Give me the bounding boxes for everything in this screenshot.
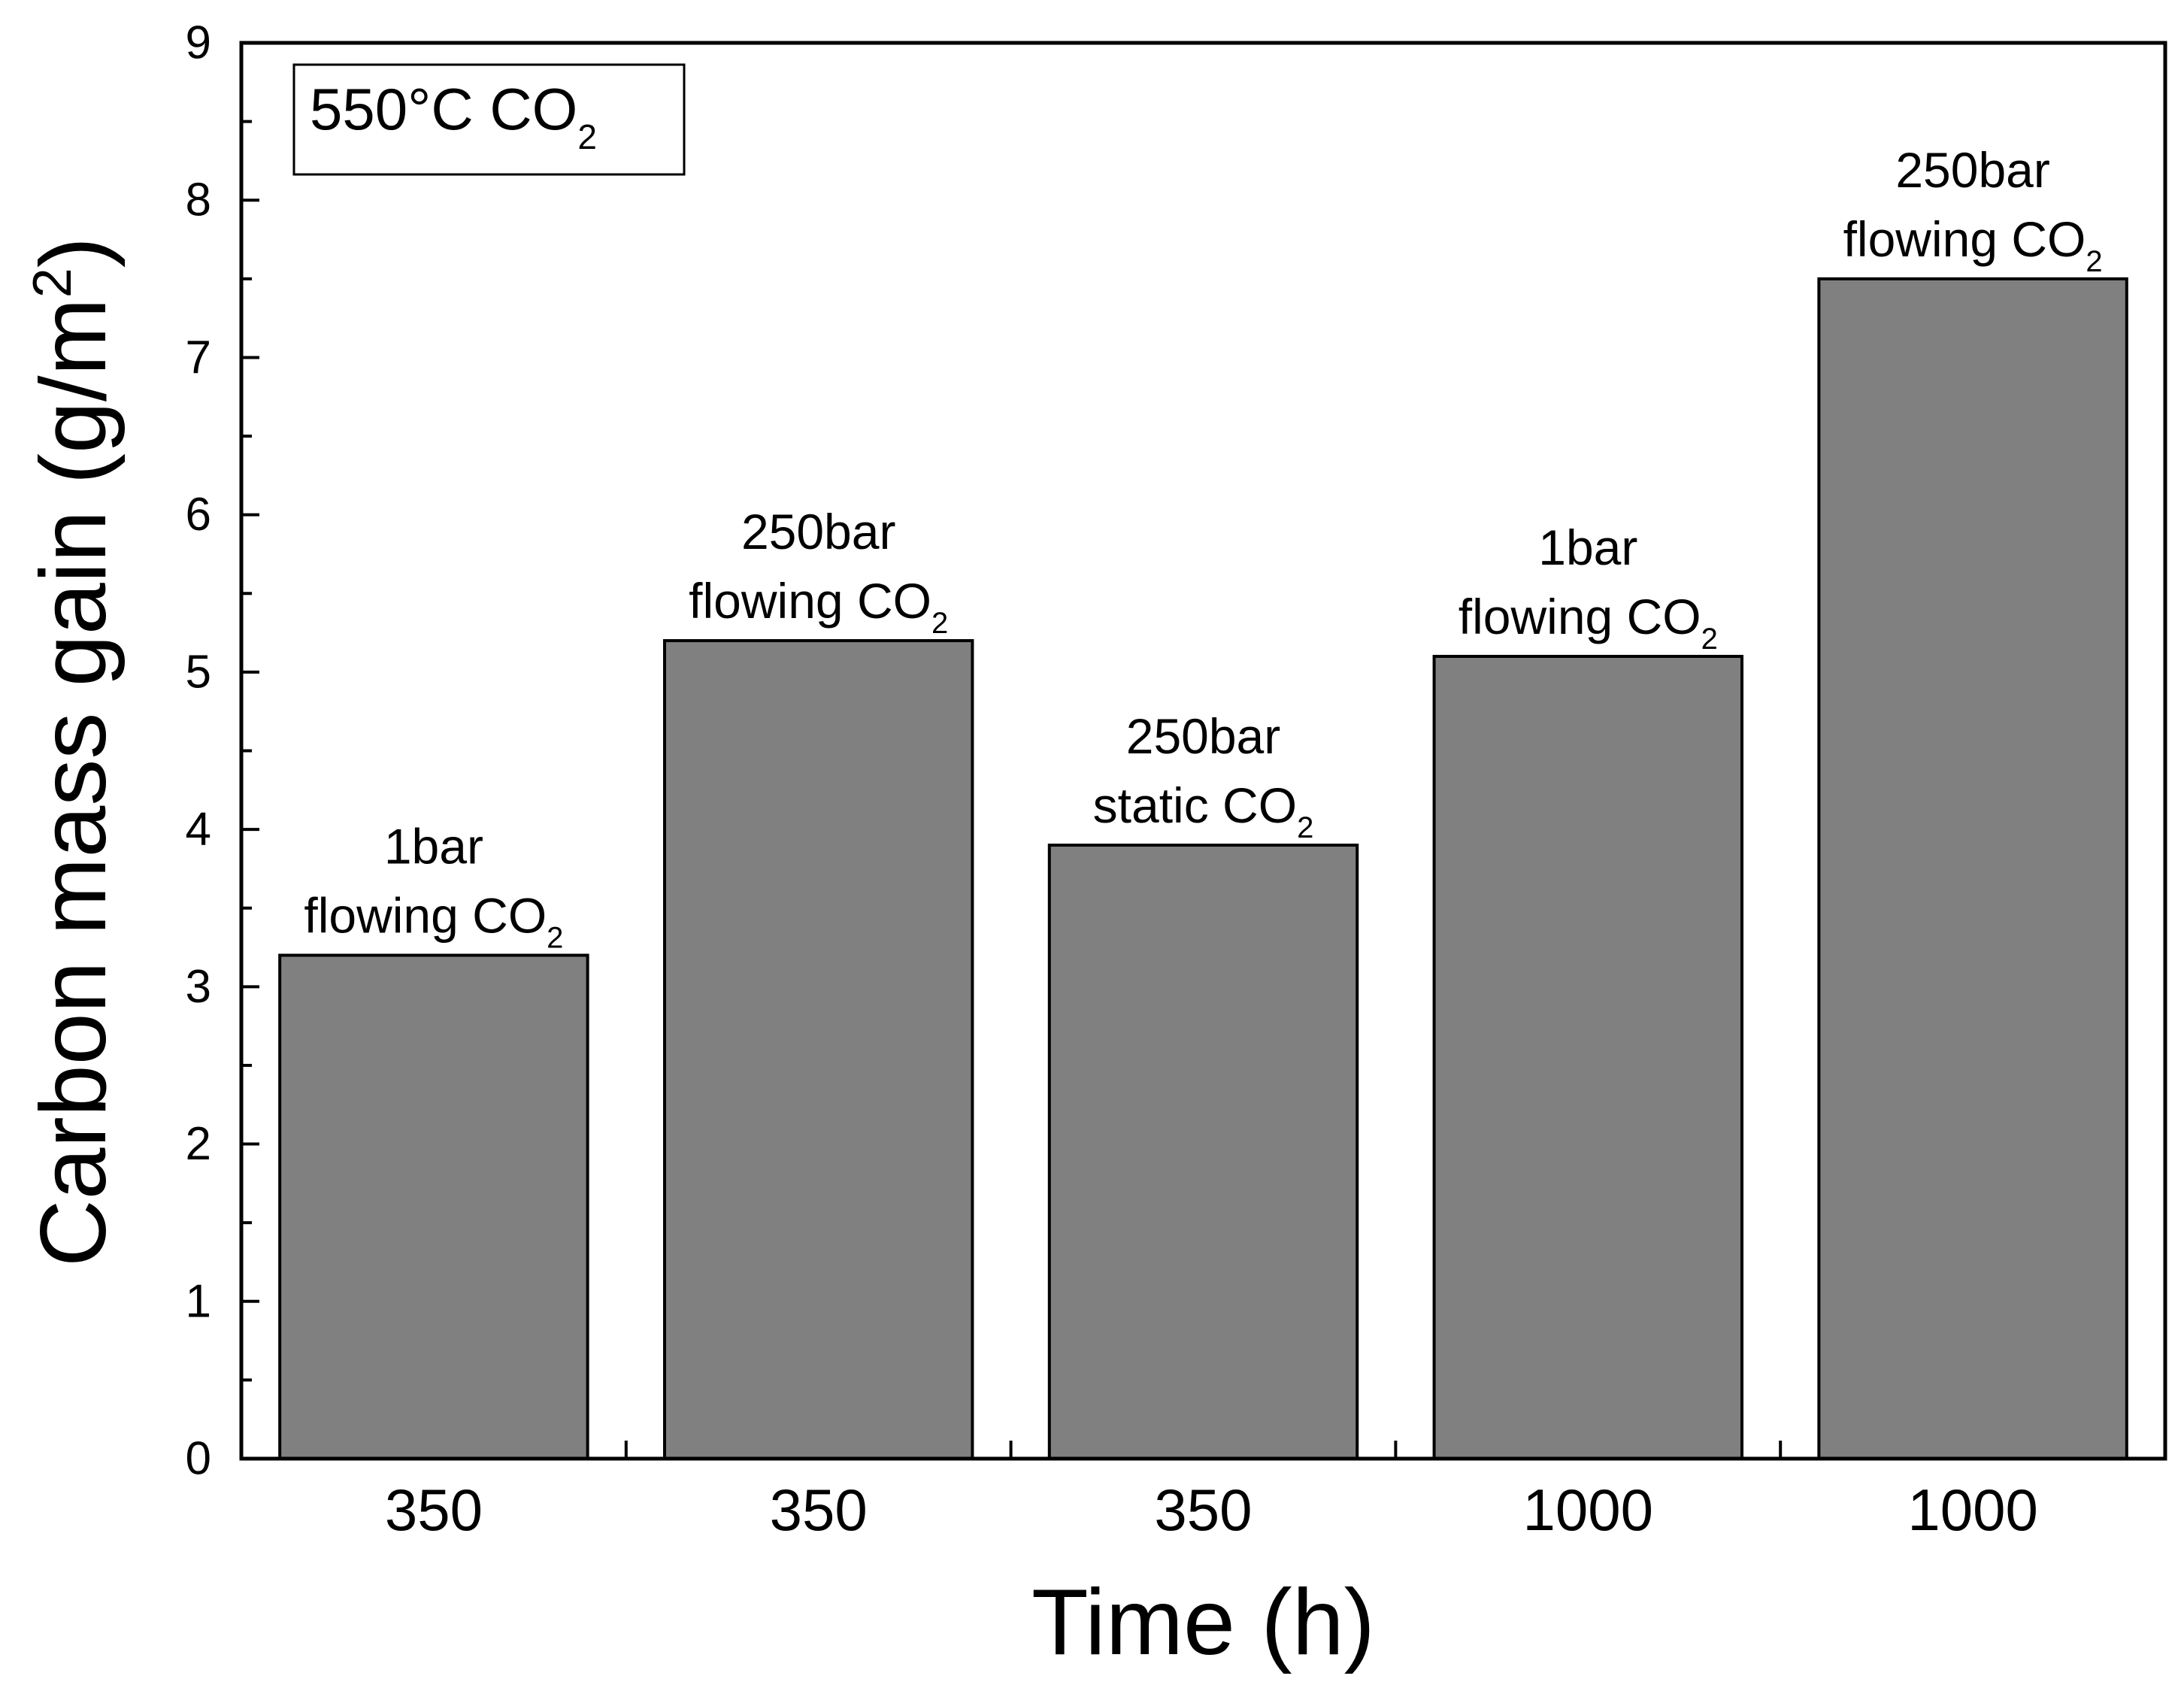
bar-annotation-line1: 1bar: [1538, 520, 1637, 575]
y-tick-label: 2: [186, 1118, 211, 1170]
y-tick-label: 6: [186, 489, 211, 541]
bar-annotation-text: flowing CO: [304, 887, 547, 943]
x-tick-label: 350: [1154, 1477, 1252, 1543]
y-axis-title: Carbon mass gain (g/m2): [22, 237, 126, 1267]
x-tick-label: 1000: [1907, 1477, 2038, 1543]
bar-annotation-line2: flowing CO2: [1459, 589, 1718, 656]
x-tick-label: 350: [770, 1477, 868, 1543]
y-axis-title-main: Carbon mass gain (g/m: [22, 298, 126, 1267]
bar-annotation-subscript: 2: [1297, 811, 1313, 844]
y-tick-label: 8: [186, 174, 211, 226]
y-tick-label: 9: [186, 17, 211, 69]
bar-annotation-line2: flowing CO2: [304, 887, 563, 954]
bar: [278, 953, 589, 1460]
y-axis-title-superscript: 2: [23, 268, 83, 298]
x-axis-title: Time (h): [1031, 1571, 1375, 1674]
bar-annotation-text: flowing CO: [1843, 211, 2086, 267]
bar-annotation-line1: 250bar: [1895, 142, 2050, 198]
bar-annotation-subscript: 2: [931, 607, 948, 640]
legend-main-text: 550°C CO: [310, 76, 577, 142]
y-axis-ticks: 0 1 2 3 4 5 6 7 8 9: [186, 17, 259, 1485]
x-axis-ticks: 350 350 350 1000 1000: [385, 1441, 2038, 1543]
bar-annotation-subscript: 2: [2086, 245, 2102, 278]
legend-subscript: 2: [577, 117, 597, 156]
bar-annotation-line1: 250bar: [1126, 708, 1281, 764]
y-tick-label: 3: [186, 961, 211, 1013]
bar: [1432, 654, 1744, 1460]
bar-annotation-line1: 250bar: [741, 504, 896, 559]
y-tick-label: 1: [186, 1275, 211, 1327]
legend-text: 550°C CO2: [310, 76, 597, 156]
y-tick-label: 0: [186, 1433, 211, 1485]
x-tick-label: 350: [385, 1477, 483, 1543]
bar: [1047, 844, 1359, 1460]
bar: [662, 639, 974, 1460]
bar-annotation-subscript: 2: [547, 921, 563, 954]
legend-box: [292, 63, 686, 176]
condition-legend: 550°C CO2: [292, 63, 686, 176]
bar: [1817, 277, 2128, 1460]
y-tick-label: 5: [186, 646, 211, 698]
x-tick-label: 1000: [1523, 1477, 1654, 1543]
bars-layer: [278, 277, 2128, 1460]
bar-annotation-line1: 1bar: [384, 818, 483, 874]
bar-annotation-line2: flowing CO2: [689, 573, 948, 640]
bar-annotation-line2: flowing CO2: [1843, 211, 2103, 278]
bar-annotation-line2: static CO2: [1093, 777, 1314, 844]
bar-annotation-text: flowing CO: [1459, 589, 1701, 644]
bar-annotation-text: static CO: [1093, 777, 1297, 833]
y-axis-title-suffix: ): [22, 237, 126, 268]
bar-annotation-text: flowing CO: [689, 573, 931, 629]
bar-annotation-subscript: 2: [1701, 623, 1718, 656]
y-tick-label: 7: [186, 332, 211, 383]
y-tick-label: 4: [186, 804, 211, 856]
